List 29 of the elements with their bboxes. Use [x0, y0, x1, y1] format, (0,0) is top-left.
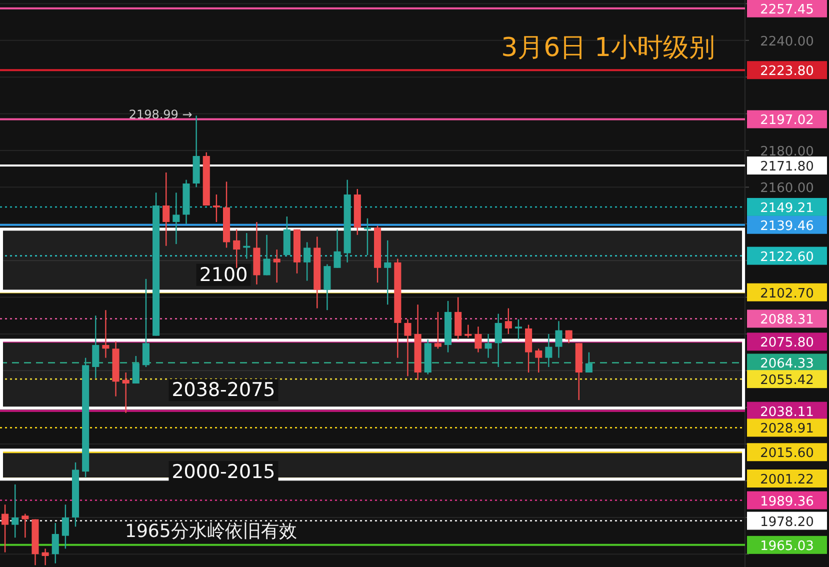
ref-line-label: 2122.60: [760, 250, 814, 265]
ref-line-label: 2197.02: [760, 113, 814, 128]
ref-line-label: 2171.80: [760, 160, 814, 175]
ref-line-label: 1978.20: [760, 514, 814, 530]
annotation: 1965分水岭依旧有效: [125, 521, 297, 542]
ref-line-label: 2257.45: [760, 2, 814, 18]
ref-line-label: 1965.03: [760, 538, 814, 554]
band-label: 2100: [199, 264, 248, 286]
text: 3月6日 1小时级别: [501, 33, 715, 63]
ref-line-label: 2001.22: [760, 472, 814, 488]
y-tick-label: 2240.00: [760, 34, 814, 50]
ref-line-label: 2064.33: [760, 356, 814, 372]
y-tick-label: 2160.00: [760, 181, 814, 196]
ref-line-label: 2015.60: [760, 446, 814, 462]
ref-line-label: 2139.46: [760, 218, 814, 234]
band-label: 2000-2015: [172, 460, 276, 483]
ref-line-label: 2149.21: [760, 200, 814, 216]
ref-line-label: 2055.42: [760, 373, 814, 388]
ref-line-label: 1989.36: [760, 494, 814, 510]
ref-line-label: 2075.80: [760, 336, 814, 351]
ref-line-label: 2038.11: [760, 404, 814, 420]
ref-line-label: 2088.31: [760, 312, 814, 328]
ref-line-label: 2028.91: [760, 422, 814, 437]
ref-line-label: 2223.80: [760, 64, 814, 80]
band-label: 2038-2075: [172, 379, 276, 402]
band: 2000-2015: [0, 448, 745, 483]
annotation: 2198.99 →: [128, 108, 192, 122]
y-tick-label: 2180.00: [760, 144, 814, 160]
ref-line-label: 2102.70: [760, 286, 814, 302]
